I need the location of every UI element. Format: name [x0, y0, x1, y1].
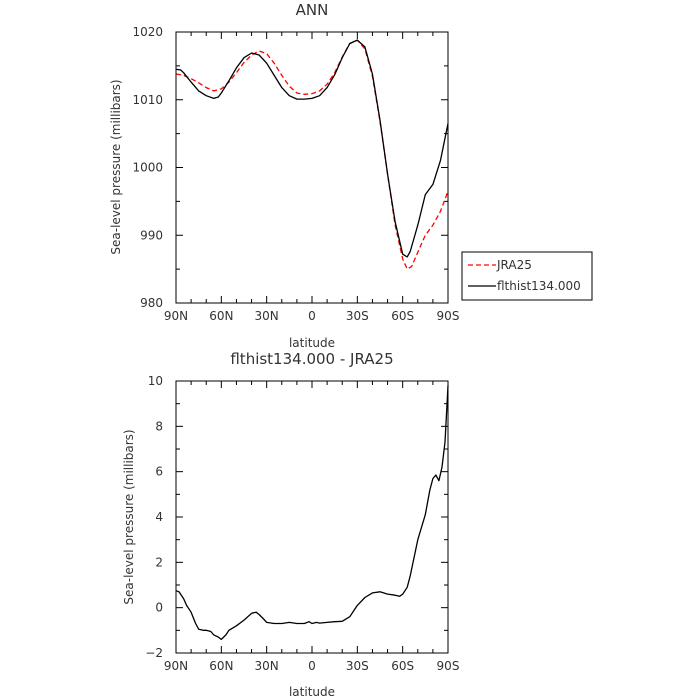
top-axis-ticks: 90N 60N 30N 0 30S 60S 90S 980 990 1000 1010 1020: [132, 25, 459, 323]
top-chart-title: ANN: [296, 1, 329, 19]
legend-label-flthist: flthist134.000: [497, 279, 581, 293]
top-y-tick-label: 990: [140, 228, 163, 242]
bottom-y-tick-label: 0: [155, 601, 163, 615]
top-panel: ANN Sea-level pressure (millibars) latit…: [109, 1, 459, 350]
bottom-x-tick-label: 0: [308, 659, 316, 673]
top-x-tick-label: 60N: [209, 309, 233, 323]
bottom-plot-frame: [175, 380, 449, 654]
top-y-tick-label: 1010: [132, 93, 163, 107]
bottom-y-tick-label: −2: [145, 646, 163, 660]
top-x-tick-label: 60S: [391, 309, 414, 323]
bottom-y-tick-label: 8: [155, 419, 163, 433]
top-y-tick-label: 1000: [132, 161, 163, 175]
top-x-tick-label: 30S: [346, 309, 369, 323]
bottom-y-tick-label: 10: [148, 374, 163, 388]
bottom-series-lines: [175, 385, 449, 641]
bottom-series-line-series-0: [175, 385, 449, 641]
bottom-chart-title: flthist134.000 - JRA25: [230, 350, 393, 368]
top-series-line-flthist134-000: [175, 39, 449, 258]
top-series-lines: [175, 39, 449, 270]
bottom-x-axis-label: latitude: [289, 685, 335, 699]
bottom-x-tick-label: 90S: [437, 659, 460, 673]
top-y-tick-label: 1020: [132, 25, 163, 39]
bottom-y-tick-label: 4: [155, 510, 163, 524]
bottom-x-tick-label: 60S: [391, 659, 414, 673]
top-series-line-jra25: [175, 39, 449, 270]
top-y-axis-label: Sea-level pressure (millibars): [109, 79, 123, 254]
bottom-y-tick-label: 2: [155, 555, 163, 569]
bottom-x-tick-label: 30S: [346, 659, 369, 673]
bottom-x-tick-label: 60N: [209, 659, 233, 673]
top-y-tick-label: 980: [140, 296, 163, 310]
legend-box: [461, 251, 593, 301]
bottom-y-axis-label: Sea-level pressure (millibars): [122, 429, 136, 604]
legend-label-jra25: JRA25: [496, 258, 532, 272]
bottom-y-tick-label: 6: [155, 465, 163, 479]
top-x-tick-label: 90N: [164, 309, 188, 323]
top-x-tick-label: 90S: [437, 309, 460, 323]
bottom-x-tick-label: 90N: [164, 659, 188, 673]
top-plot-frame: [175, 31, 449, 304]
bottom-axis-ticks: 90N 60N 30N 0 30S 60S 90S −2 0 2 4 6 8 10: [145, 374, 459, 673]
top-x-tick-label: 0: [308, 309, 316, 323]
bottom-x-tick-label: 30N: [255, 659, 279, 673]
bottom-panel: flthist134.000 - JRA25 Sea-level pressur…: [122, 350, 459, 699]
top-x-axis-label: latitude: [289, 336, 335, 350]
top-x-tick-label: 30N: [255, 309, 279, 323]
legend: JRA25 flthist134.000: [461, 251, 593, 301]
